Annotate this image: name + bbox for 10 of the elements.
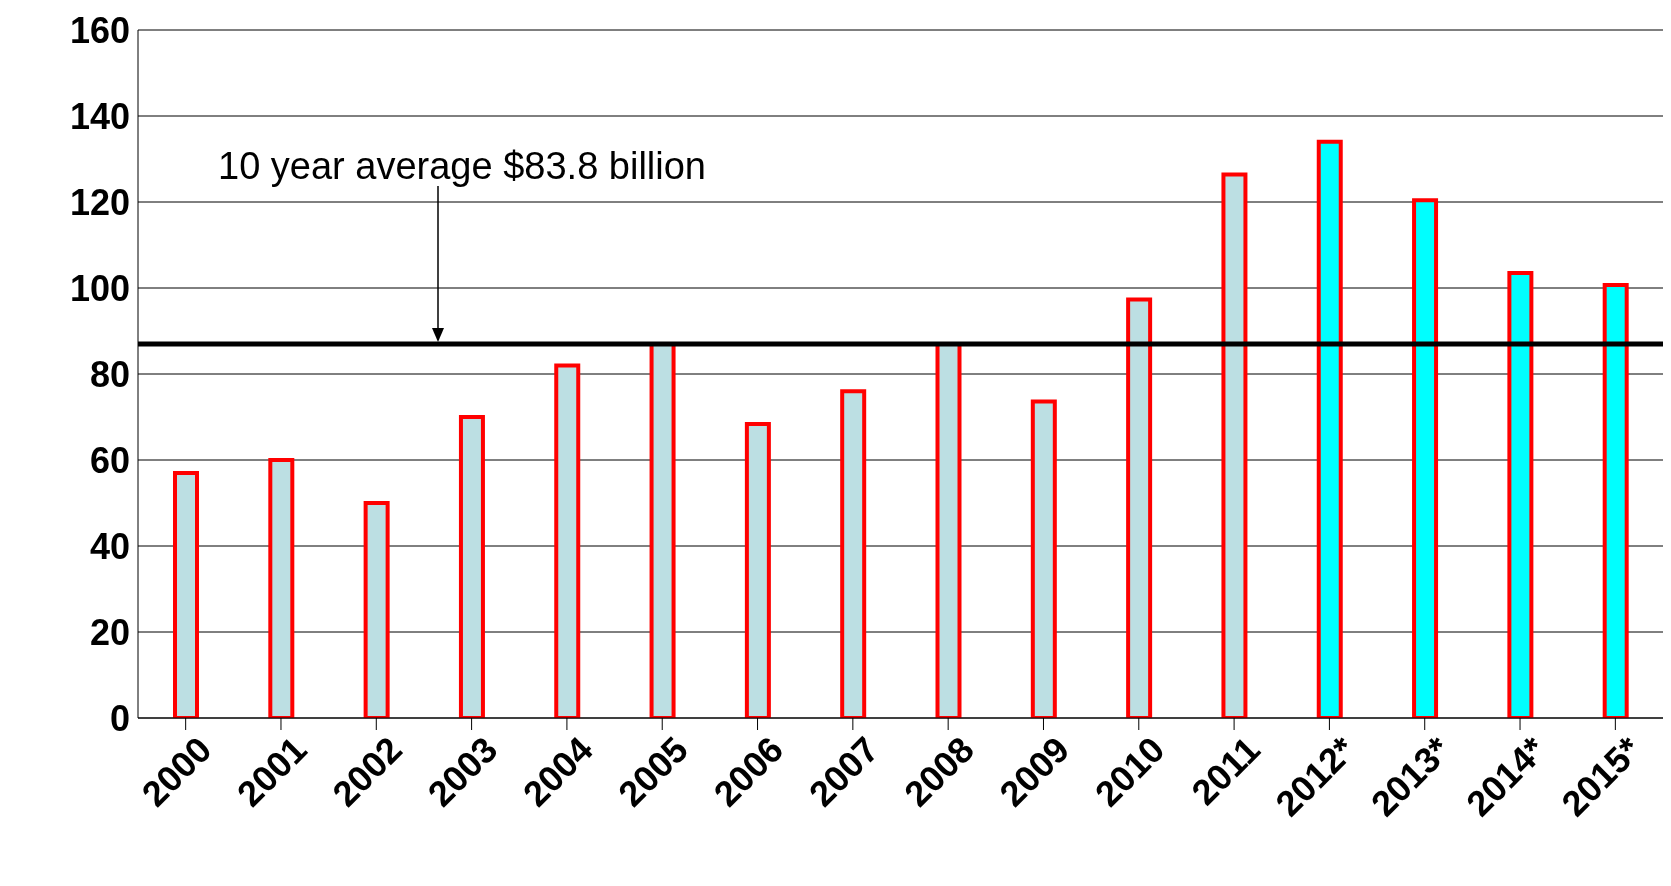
y-tick-label: 0 bbox=[109, 697, 130, 739]
y-tick-label: 80 bbox=[89, 353, 130, 395]
y-tick-label: 100 bbox=[69, 267, 130, 309]
ref-line-label: 10 year average $83.8 billion bbox=[218, 144, 707, 187]
y-tick-label: 40 bbox=[89, 525, 130, 567]
y-tick-label: 140 bbox=[69, 95, 130, 137]
y-tick-label: 60 bbox=[89, 439, 130, 481]
y-tick-label: 160 bbox=[69, 9, 130, 51]
y-tick-label: 20 bbox=[89, 611, 130, 653]
y-tick-label: 120 bbox=[69, 181, 130, 223]
